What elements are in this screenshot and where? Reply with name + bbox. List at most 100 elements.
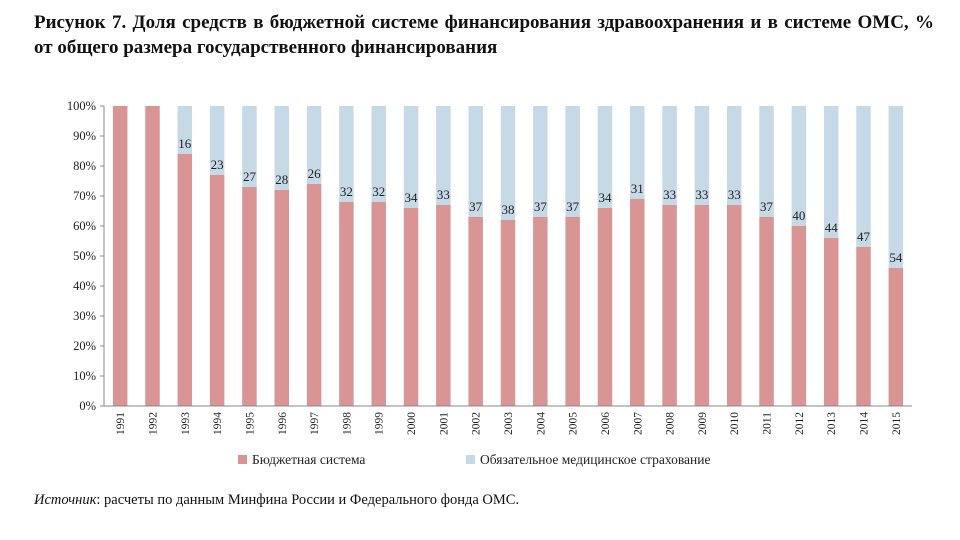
bar-oms-2011	[759, 106, 774, 217]
x-tick-label-1991: 1991	[115, 412, 127, 435]
data-label-2013: 44	[825, 220, 839, 235]
bar-budget-2015	[888, 268, 904, 406]
bar-budget-2004	[533, 217, 548, 406]
bar-oms-1994	[209, 106, 225, 175]
bar-budget-2006	[597, 208, 613, 406]
bar-budget-2003	[500, 220, 516, 406]
bar-oms-1999	[371, 106, 386, 202]
legend: Бюджетная система Обязательное медицинско…	[238, 452, 710, 467]
source-text: : расчеты по данным Минфина России и Фед…	[96, 492, 520, 508]
x-tick-label-2012: 2012	[794, 412, 806, 435]
bar-budget-2010	[726, 205, 742, 406]
data-label-2006: 34	[598, 190, 612, 205]
bar-budget-1999	[371, 202, 386, 406]
x-tick-label-1998: 1998	[341, 412, 353, 435]
legend-label-1: Бюджетная система	[252, 452, 365, 467]
y-tick-label: 80%	[73, 159, 96, 173]
bar-oms-2013	[823, 106, 839, 238]
bar-budget-1998	[339, 202, 354, 406]
bar-oms-2003	[500, 106, 516, 220]
y-axis: 0% 10% 20% 30% 40% 50% 60% 70% 80% 90% 100%	[67, 99, 105, 413]
bar-budget-2014	[856, 247, 871, 406]
x-tick-label-1996: 1996	[277, 412, 289, 435]
source-label: Источник	[34, 492, 97, 508]
bar-oms-1995	[242, 106, 257, 187]
bar-budget-2002	[468, 217, 483, 406]
x-tick-label-2005: 2005	[568, 412, 580, 435]
x-axis: 1991 1992 1993 1994 1995 1996 1997 1998 1999 2000…	[104, 405, 912, 435]
y-tick-label: 50%	[73, 249, 96, 263]
x-tick-label-2003: 2003	[503, 412, 515, 435]
x-tick-label-2014: 2014	[859, 412, 871, 435]
bar-oms-2004	[533, 106, 548, 217]
bar-oms-2010	[726, 106, 742, 205]
data-label-1999: 32	[372, 184, 385, 199]
bar-budget-1993	[177, 154, 193, 406]
bar-budget-1997	[306, 184, 322, 406]
bar-oms-2005	[565, 106, 580, 217]
data-label-2007: 31	[631, 181, 644, 196]
legend-label-2: Обязательное медицинское страхование	[480, 452, 710, 467]
bar-budget-1996	[274, 190, 290, 406]
data-label-1995: 27	[243, 169, 257, 184]
data-label-2009: 33	[695, 187, 708, 202]
data-label-2003: 38	[502, 202, 515, 217]
bar-oms-2015	[888, 106, 904, 268]
y-tick-label: 30%	[73, 309, 96, 323]
y-tick-label: 90%	[73, 129, 96, 143]
data-label-2012: 40	[792, 208, 805, 223]
bar-oms-2014	[856, 106, 871, 247]
data-label-2004: 37	[534, 199, 548, 214]
data-label-1997: 26	[308, 166, 322, 181]
data-label-1994: 23	[211, 157, 224, 172]
x-tick-label-2007: 2007	[632, 412, 644, 435]
bar-budget-1992	[145, 106, 160, 406]
data-label-1996: 28	[275, 172, 288, 187]
bar-oms-2000	[403, 106, 419, 208]
x-tick-label-2013: 2013	[826, 412, 838, 435]
bar-budget-1994	[209, 175, 225, 406]
x-tick-label-1997: 1997	[309, 412, 321, 435]
bar-budget-1995	[242, 187, 257, 406]
bar-oms-2007	[630, 106, 645, 199]
x-tick-label-2015: 2015	[891, 412, 903, 435]
data-label-2015: 54	[889, 250, 903, 265]
bar-budget-2013	[823, 238, 839, 406]
data-label-2002: 37	[469, 199, 483, 214]
data-label-2000: 34	[405, 190, 419, 205]
data-label-2001: 33	[437, 187, 450, 202]
bar-oms-1996	[274, 106, 290, 190]
bar-budget-2001	[436, 205, 451, 406]
x-tick-label-2009: 2009	[697, 412, 709, 435]
bar-oms-2001	[436, 106, 451, 205]
bars	[112, 106, 904, 406]
x-tick-label-2008: 2008	[665, 412, 677, 435]
x-tick-label-2001: 2001	[438, 412, 450, 435]
y-tick-label: 10%	[73, 369, 96, 383]
x-tick-label-2002: 2002	[471, 412, 483, 435]
bar-budget-1991	[112, 106, 128, 406]
bar-budget-2009	[694, 205, 710, 406]
bar-oms-2002	[468, 106, 483, 217]
data-label-2010: 33	[728, 187, 741, 202]
x-tick-label-2011: 2011	[762, 412, 774, 435]
x-tick-label-2004: 2004	[535, 412, 547, 435]
bar-budget-2011	[759, 217, 774, 406]
x-tick-label-1999: 1999	[374, 412, 386, 435]
chart-title: Рисунок 7. Доля средств в бюджетной сист…	[34, 12, 934, 58]
bar-oms-2006	[597, 106, 613, 208]
x-tick-label-1993: 1993	[180, 412, 192, 435]
data-label-2005: 37	[566, 199, 580, 214]
data-label-2008: 33	[663, 187, 676, 202]
bar-budget-2007	[630, 199, 645, 406]
bar-oms-2009	[694, 106, 710, 205]
x-tick-label-2006: 2006	[600, 412, 612, 435]
y-tick-label: 20%	[73, 339, 96, 353]
data-label-2011: 37	[760, 199, 774, 214]
x-tick-label-2000: 2000	[406, 412, 418, 435]
data-label-2014: 47	[857, 229, 871, 244]
x-tick-label-1995: 1995	[244, 412, 256, 435]
x-tick-label-2010: 2010	[729, 412, 741, 435]
bar-oms-1993	[177, 106, 193, 154]
